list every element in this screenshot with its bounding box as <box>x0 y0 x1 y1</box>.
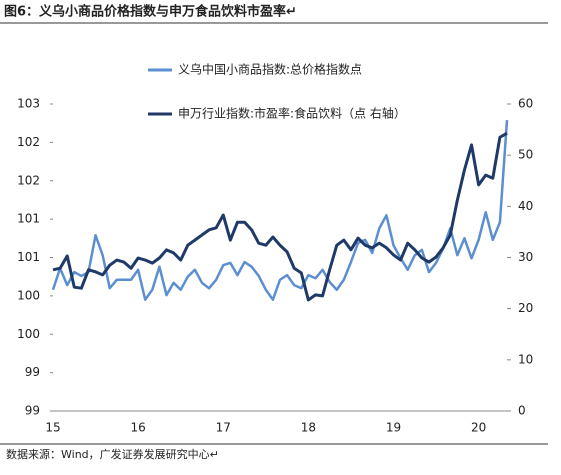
y-tick-label: 102 <box>17 173 40 187</box>
legend-label: 申万行业指数:市盈率:食品饮料（点 右轴） <box>178 106 406 121</box>
y-tick-label: 100 <box>17 288 40 302</box>
x-tick-label: 18 <box>301 421 316 435</box>
chart-title: 图6：义乌小商品价格指数与申万食品饮料市盈率↵ <box>4 4 297 20</box>
y2-tick-label: 10 <box>518 352 533 366</box>
y-tick-label: 100 <box>17 327 40 341</box>
y-tick-label: 103 <box>17 97 40 111</box>
y-tick-label: 101 <box>17 212 40 226</box>
y2-tick-label: 20 <box>518 301 533 315</box>
x-tick-label: 17 <box>216 421 231 435</box>
y2-tick-label: 40 <box>518 199 533 213</box>
y-tick-label: 99 <box>25 404 40 418</box>
y-tick-label: 99 <box>25 365 40 379</box>
series-line <box>52 131 508 302</box>
series-line <box>51 120 509 301</box>
legend-label: 义乌中国小商品指数:总价格指数点 <box>178 62 362 77</box>
x-tick-label: 19 <box>386 421 401 435</box>
y2-tick-label: 50 <box>518 148 533 162</box>
y2-tick-label: 30 <box>518 250 533 264</box>
source-note: 数据来源：Wind，广发证券发展研究中心↵ <box>6 447 219 461</box>
y2-tick-label: 0 <box>518 404 526 418</box>
y-tick-label: 101 <box>17 250 40 264</box>
y2-tick-label: 60 <box>518 97 533 111</box>
x-tick-label: 16 <box>130 421 145 435</box>
x-tick-label: 20 <box>471 421 486 435</box>
x-tick-label: 15 <box>45 421 60 435</box>
y-tick-label: 102 <box>17 135 40 149</box>
